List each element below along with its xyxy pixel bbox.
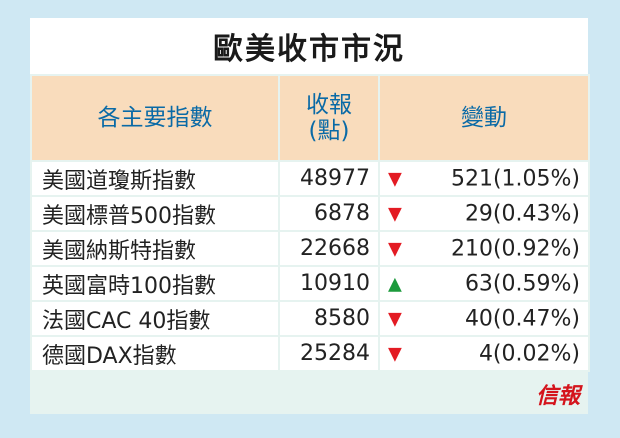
change-cell: ▼ 4(0.02%) <box>378 335 590 372</box>
table-row: 美國標普500指數 6878 ▼ 29(0.43%) <box>30 195 590 232</box>
change-cell: ▼ 521(1.05%) <box>378 160 590 197</box>
index-name: 法國CAC 40指數 <box>30 300 280 337</box>
close-value: 6878 <box>278 195 380 232</box>
close-value: 48977 <box>278 160 380 197</box>
header-row: 各主要指數 收報 (點) 變動 <box>30 74 590 162</box>
up-arrow-icon: ▲ <box>388 273 402 294</box>
index-name: 德國DAX指數 <box>30 335 280 372</box>
change-value: 40(0.47%) <box>464 306 580 331</box>
change-cell: ▼ 210(0.92%) <box>378 230 590 267</box>
down-arrow-icon: ▼ <box>388 343 402 364</box>
market-card: 歐美收市市況 各主要指數 收報 (點) 變動 美國道瓊斯指數 <box>30 18 590 414</box>
table-row: 美國納斯特指數 22668 ▼ 210(0.92%) <box>30 230 590 267</box>
change-value: 210(0.92%) <box>450 236 580 261</box>
header-close-line2: (點) <box>308 118 350 144</box>
index-name: 美國標普500指數 <box>30 195 280 232</box>
header-close: 收報 (點) <box>278 74 380 162</box>
index-name: 英國富時100指數 <box>30 265 280 302</box>
change-value: 63(0.59%) <box>464 271 580 296</box>
index-name: 美國納斯特指數 <box>30 230 280 267</box>
change-cell: ▲ 63(0.59%) <box>378 265 590 302</box>
change-value: 4(0.02%) <box>478 341 580 366</box>
down-arrow-icon: ▼ <box>388 168 402 189</box>
change-value: 29(0.43%) <box>464 201 580 226</box>
table-row: 美國道瓊斯指數 48977 ▼ 521(1.05%) <box>30 160 590 197</box>
close-value: 10910 <box>278 265 380 302</box>
index-table: 各主要指數 收報 (點) 變動 美國道瓊斯指數 48977 ▼ 521(1.05… <box>30 74 590 372</box>
close-value: 25284 <box>278 335 380 372</box>
card-title: 歐美收市市況 <box>30 18 588 74</box>
index-name: 美國道瓊斯指數 <box>30 160 280 197</box>
down-arrow-icon: ▼ <box>388 203 402 224</box>
down-arrow-icon: ▼ <box>388 308 402 329</box>
change-cell: ▼ 29(0.43%) <box>378 195 590 232</box>
header-index: 各主要指數 <box>30 74 280 162</box>
table-row: 法國CAC 40指數 8580 ▼ 40(0.47%) <box>30 300 590 337</box>
table-row: 英國富時100指數 10910 ▲ 63(0.59%) <box>30 265 590 302</box>
header-change: 變動 <box>378 74 590 162</box>
close-value: 22668 <box>278 230 380 267</box>
header-close-line1: 收報 <box>306 91 352 118</box>
hkej-logo: 信報 <box>535 383 580 409</box>
down-arrow-icon: ▼ <box>388 238 402 259</box>
change-cell: ▼ 40(0.47%) <box>378 300 590 337</box>
table-row: 德國DAX指數 25284 ▼ 4(0.02%) <box>30 335 590 372</box>
change-value: 521(1.05%) <box>450 166 580 191</box>
close-value: 8580 <box>278 300 380 337</box>
